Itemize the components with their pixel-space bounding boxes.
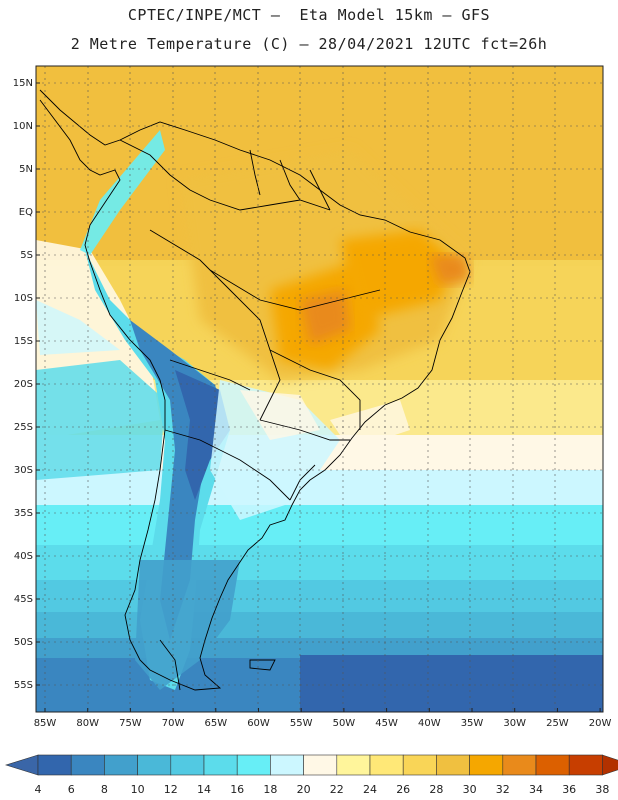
colorbar-tick-label: 38: [595, 783, 609, 796]
map-frame: [35, 65, 604, 713]
colorbar-tick-label: 14: [197, 783, 211, 796]
colorbar-tick-label: 4: [35, 783, 42, 796]
lon-label: 40W: [418, 718, 441, 729]
lon-label: 20W: [589, 718, 612, 729]
temperature-map: 15N 10N 5N EQ 5S 10S 15S 20S 25S 30S 35S 40S 45S 50S 5…: [13, 65, 612, 729]
lat-label: 30S: [14, 465, 33, 476]
colorbar-bin: [236, 754, 271, 776]
colorbar-bin: [270, 754, 304, 776]
colorbar-bin: [402, 754, 437, 776]
lon-label: 60W: [247, 718, 270, 729]
colorbar-bin: [170, 754, 205, 776]
lat-label: 10N: [13, 121, 33, 132]
colorbar-bin: [70, 754, 105, 776]
colorbar-tick-label: 28: [429, 783, 443, 796]
lat-label: 15S: [14, 336, 33, 347]
lat-label: 35S: [14, 508, 33, 519]
lat-label: 10S: [14, 293, 33, 304]
lon-label: 75W: [119, 718, 142, 729]
colorbar-high-arrow: [602, 754, 618, 776]
lat-label: 40S: [14, 551, 33, 562]
colorbar-tick-label: 22: [330, 783, 344, 796]
lon-label: 70W: [162, 718, 185, 729]
lat-label: 5S: [20, 250, 33, 261]
lon-label: 55W: [290, 718, 313, 729]
lat-label: 15N: [13, 78, 33, 89]
colorbar-tick-label: 34: [529, 783, 543, 796]
map-title: CPTEC/INPE/MCT – Eta Model 15km – GFS: [127, 6, 491, 24]
colorbar-tick-label: 24: [363, 783, 377, 796]
colorbar-tick-label: 30: [463, 783, 477, 796]
lon-label: 35W: [461, 718, 484, 729]
colorbar-bin: [137, 754, 172, 776]
colorbar-tick-label: 20: [297, 783, 311, 796]
colorbar-tick-label: 36: [562, 783, 576, 796]
colorbar-bin: [37, 754, 72, 776]
longitude-labels: 85W 80W 75W 70W 65W 60W 55W 50W 45W 40W 35W 30W 25W 2…: [34, 708, 612, 729]
lat-label: 5N: [19, 164, 33, 175]
lat-label: 25S: [14, 422, 33, 433]
lon-label: 50W: [333, 718, 356, 729]
colorbar-bin: [336, 754, 371, 776]
colorbar: 4 6 8 10 12 14 16 18 20 22 24 26 28 30 32 34 36 38: [4, 754, 618, 796]
colorbar-tick-label: 10: [131, 783, 145, 796]
colorbar-tick-label: 26: [396, 783, 410, 796]
colorbar-tick-label: 32: [496, 783, 510, 796]
colorbar-bin: [535, 754, 570, 776]
lat-label: EQ: [19, 207, 33, 218]
lon-label: 30W: [503, 718, 526, 729]
colorbar-bin: [469, 754, 504, 776]
colorbar-bin: [369, 754, 404, 776]
colorbar-tick-label: 8: [101, 783, 108, 796]
colorbar-tick-label: 12: [164, 783, 178, 796]
colorbar-low-arrow: [4, 754, 39, 776]
lon-label: 85W: [34, 718, 57, 729]
colorbar-bin: [568, 754, 603, 776]
lon-label: 45W: [375, 718, 398, 729]
temperature-field: [36, 66, 603, 712]
colorbar-bin: [303, 754, 338, 776]
colorbar-bin: [436, 754, 470, 776]
lat-label: 20S: [14, 379, 33, 390]
colorbar-bin: [502, 754, 537, 776]
lat-label: 50S: [14, 637, 33, 648]
colorbar-tick-label: 6: [68, 783, 75, 796]
graticule: [36, 66, 603, 712]
colorbar-tick-label: 18: [263, 783, 277, 796]
lon-label: 25W: [546, 718, 569, 729]
lat-label: 45S: [14, 594, 33, 605]
lon-label: 65W: [204, 718, 227, 729]
lat-label: 55S: [14, 680, 33, 691]
map-subtitle: 2 Metre Temperature (C) – 28/04/2021 12U…: [70, 35, 548, 53]
coastline-borders: [39, 89, 471, 691]
latitude-labels: 15N 10N 5N EQ 5S 10S 15S 20S 25S 30S 35S 40S 45S 50S 5…: [13, 78, 40, 691]
colorbar-bin: [104, 754, 138, 776]
colorbar-tick-label: 16: [230, 783, 244, 796]
lon-label: 80W: [76, 718, 99, 729]
colorbar-bin: [203, 754, 238, 776]
